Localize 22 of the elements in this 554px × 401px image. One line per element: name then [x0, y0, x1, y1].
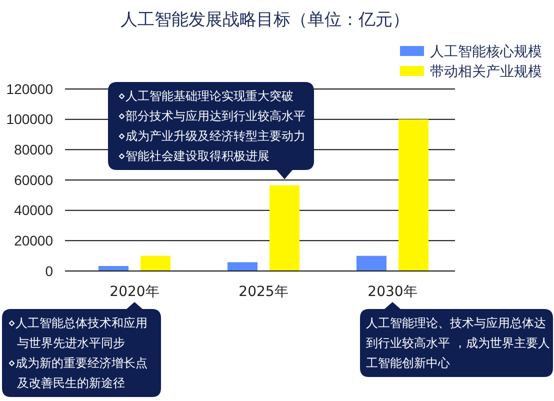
bar — [98, 266, 128, 271]
y-tick-label: 0 — [45, 262, 54, 279]
y-tick-label: 80000 — [14, 142, 54, 158]
x-tick-label: 2025年 — [238, 284, 288, 300]
bar — [270, 185, 300, 271]
chart-title: 人工智能发展战略目标（单位：亿元） — [120, 10, 410, 30]
legend-label: 带动相关产业规模 — [430, 64, 542, 80]
bar — [228, 262, 258, 271]
x-tick-label: 2020年 — [110, 284, 160, 300]
bar — [140, 256, 170, 271]
text: 人工智能理论、技术与应用总体达到行业较高水平 ，成为世界主要人工智能创新中心 — [366, 316, 550, 370]
y-tick-label: 20000 — [14, 232, 54, 249]
bar — [356, 256, 386, 271]
y-tick-label: 60000 — [14, 172, 54, 188]
x-tick-label: 2030年 — [368, 284, 418, 300]
text: ⋄人工智能总体技术和应用与世界先进水平同步 ⋄成为新的重要经济增长点及改善民生的新途径 — [8, 316, 148, 390]
annotation: ⋄人工智能基础理论实现重大突破 ⋄部分技术与应用达到行业较高水平 ⋄成为产业升级及经济转型主要动力 ⋄智能社会建设取得积极进展 — [118, 89, 306, 163]
legend-label: 人工智能核心规模 — [430, 44, 542, 60]
bar — [398, 119, 428, 271]
y-tick-label: 100000 — [6, 111, 54, 128]
y-tick-label: 40000 — [14, 202, 54, 218]
y-tick-label: 120000 — [6, 80, 54, 97]
